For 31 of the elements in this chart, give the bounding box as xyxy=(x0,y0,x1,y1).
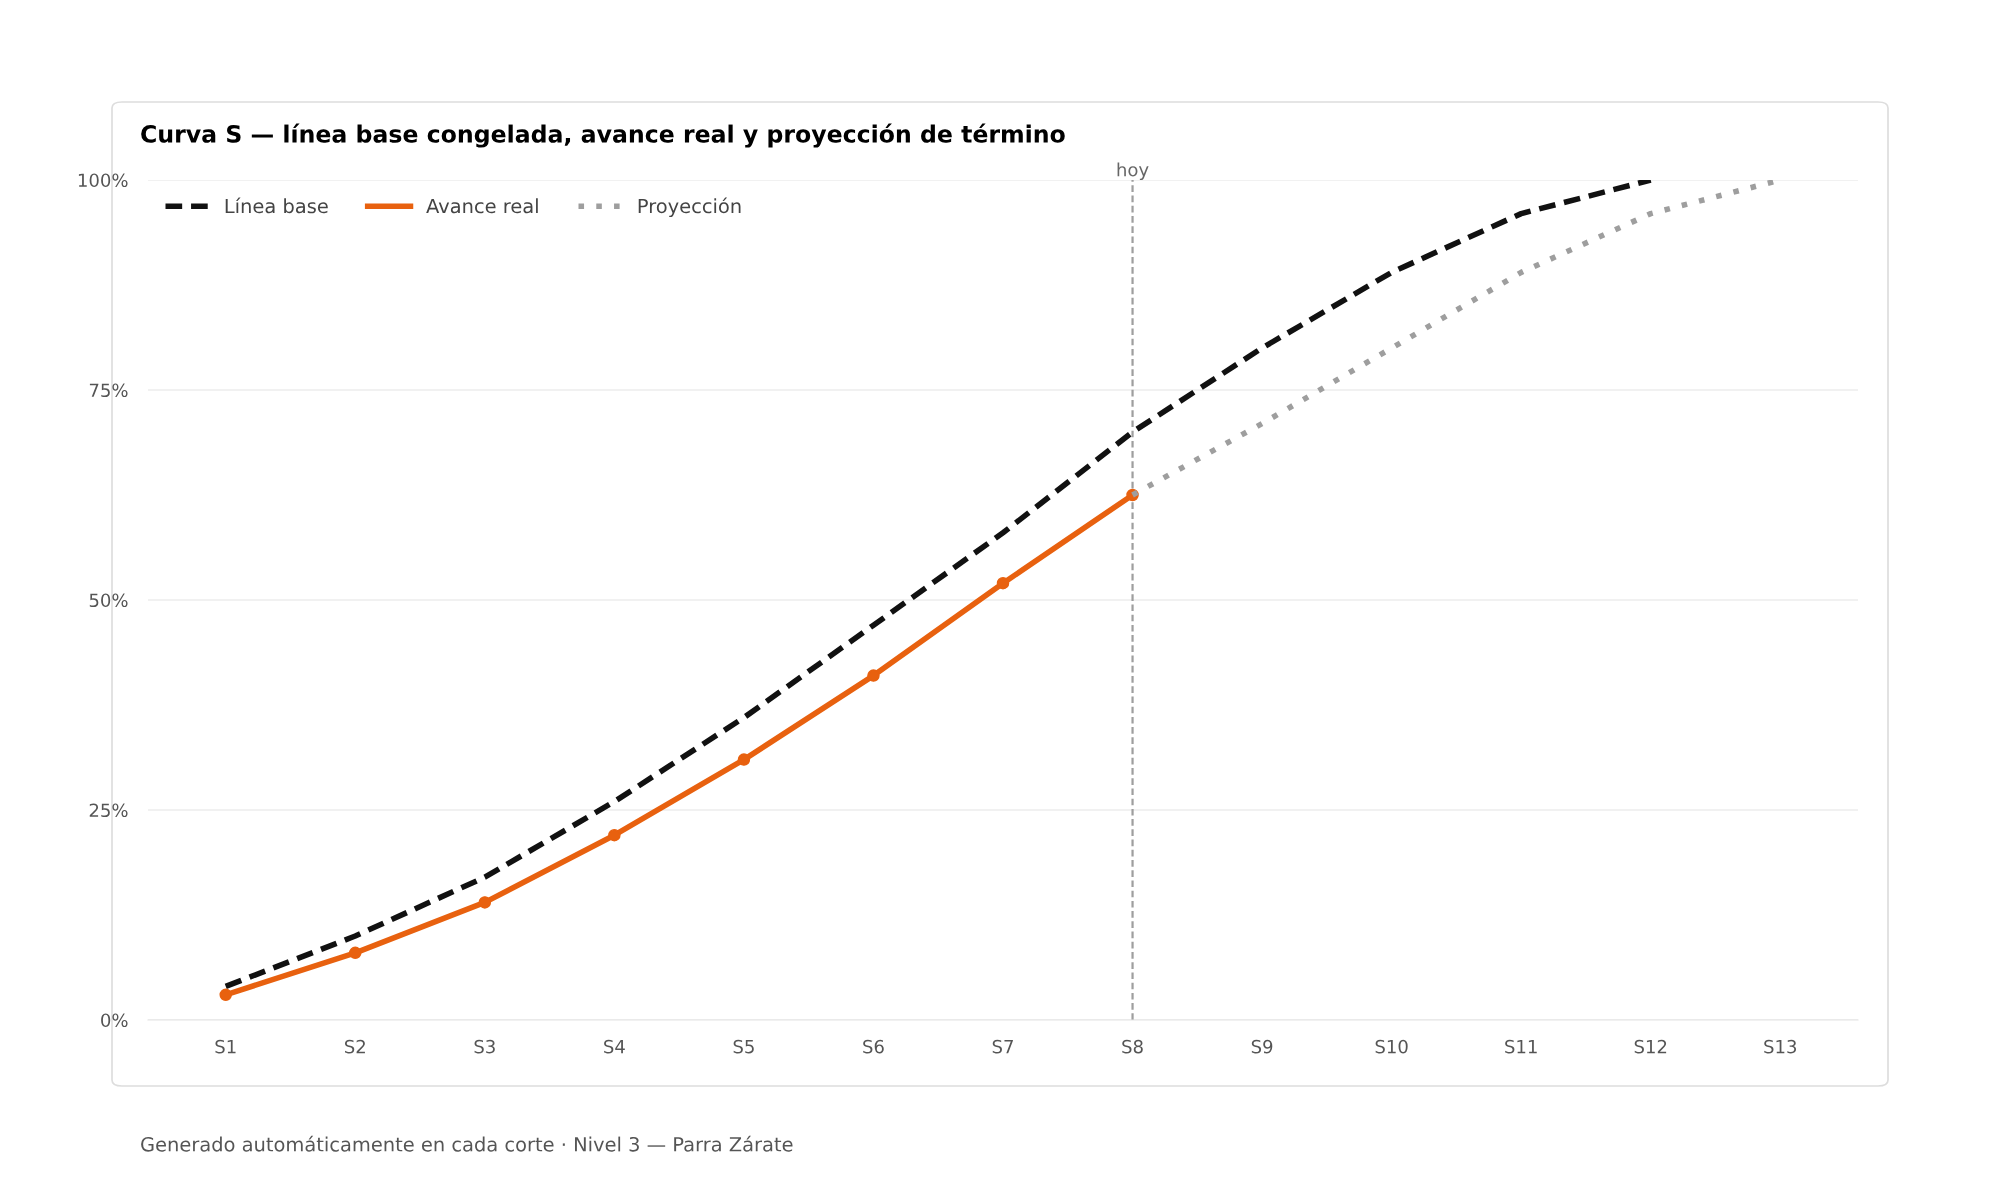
y-tick-label: 0% xyxy=(101,1013,128,1028)
x-tick-label: S11 xyxy=(1505,1039,1537,1054)
x-tick-label: S6 xyxy=(863,1039,884,1054)
y-tick-label: 25% xyxy=(89,803,128,818)
chart-title: Curva S — línea base congelada, avance real y proyección de término xyxy=(141,123,1065,148)
legend-label: Proyección xyxy=(638,197,741,218)
x-tick-label: S9 xyxy=(1251,1039,1273,1054)
text: Generado automáticamente en cada corte · Nivel 3 — Parra Zárate xyxy=(141,1135,793,1152)
x-tick-label: S2 xyxy=(344,1039,365,1054)
x-tick-label: S13 xyxy=(1764,1039,1797,1054)
point xyxy=(219,988,232,1002)
x-tick-label: S10 xyxy=(1375,1039,1408,1054)
point xyxy=(478,896,492,909)
ref-line-label: hoy xyxy=(1117,162,1149,180)
point xyxy=(996,576,1010,590)
x-tick-label: S1 xyxy=(215,1039,236,1054)
x-tick-label: S12 xyxy=(1634,1039,1667,1054)
point xyxy=(867,669,880,682)
legend-label: Línea base xyxy=(225,197,328,214)
point xyxy=(608,828,621,842)
x-tick-label: S7 xyxy=(992,1039,1013,1054)
x-tick-label: S5 xyxy=(733,1039,754,1054)
legend-label: Avance real xyxy=(426,198,538,214)
point xyxy=(737,753,751,766)
x-tick-label: S8 xyxy=(1122,1039,1143,1054)
y-tick-label: 50% xyxy=(89,593,128,608)
y-tick-label: 100% xyxy=(78,173,128,188)
point xyxy=(349,946,362,960)
x-tick-label: S3 xyxy=(474,1039,495,1054)
x-tick-label: S4 xyxy=(604,1039,625,1054)
y-tick-label: 75% xyxy=(89,383,128,398)
